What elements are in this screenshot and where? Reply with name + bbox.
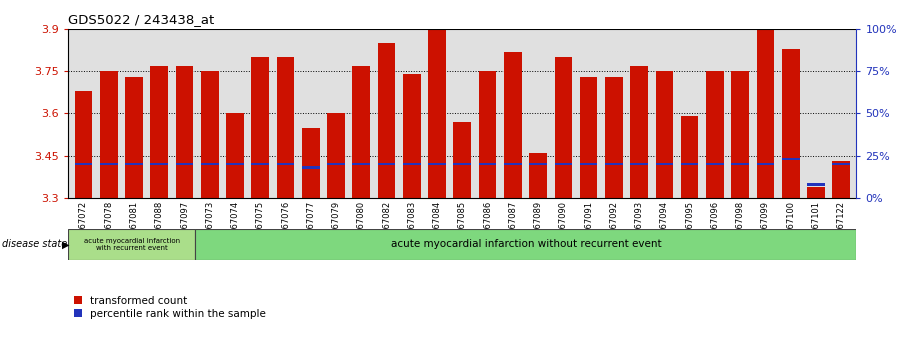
Bar: [807, 187, 824, 198]
Bar: [807, 183, 824, 186]
Bar: [454, 122, 471, 198]
Bar: [681, 163, 699, 166]
Text: GDS5022 / 243438_at: GDS5022 / 243438_at: [68, 13, 215, 26]
Bar: [327, 113, 345, 198]
Bar: [579, 163, 598, 166]
Bar: [706, 163, 723, 166]
Legend: transformed count, percentile rank within the sample: transformed count, percentile rank withi…: [74, 295, 266, 319]
Bar: [732, 71, 749, 198]
Bar: [579, 77, 598, 198]
Bar: [479, 71, 496, 198]
Bar: [75, 91, 92, 198]
Bar: [125, 163, 143, 166]
Bar: [378, 43, 395, 198]
Bar: [756, 163, 774, 166]
Bar: [833, 161, 850, 198]
Bar: [706, 71, 723, 198]
Bar: [226, 163, 244, 166]
Bar: [226, 113, 244, 198]
Bar: [277, 163, 294, 166]
Bar: [833, 163, 850, 166]
Bar: [782, 158, 800, 160]
Bar: [100, 163, 118, 166]
Bar: [68, 229, 196, 260]
Bar: [504, 52, 522, 198]
Bar: [353, 66, 370, 198]
Bar: [605, 77, 623, 198]
Bar: [100, 71, 118, 198]
Bar: [756, 29, 774, 198]
Bar: [176, 163, 193, 166]
Bar: [529, 163, 547, 166]
Bar: [479, 163, 496, 166]
Bar: [504, 163, 522, 166]
Bar: [277, 57, 294, 198]
Bar: [302, 166, 320, 169]
Bar: [656, 71, 673, 198]
Bar: [150, 163, 169, 166]
Bar: [327, 163, 345, 166]
Bar: [555, 57, 572, 198]
Bar: [732, 163, 749, 166]
Bar: [630, 163, 648, 166]
Bar: [201, 71, 219, 198]
Bar: [555, 163, 572, 166]
Text: disease state: disease state: [2, 239, 67, 249]
Bar: [150, 66, 169, 198]
Bar: [75, 163, 92, 166]
Bar: [196, 229, 856, 260]
Bar: [251, 163, 269, 166]
Bar: [251, 57, 269, 198]
Bar: [681, 116, 699, 198]
Bar: [656, 163, 673, 166]
Bar: [403, 74, 421, 198]
Bar: [782, 49, 800, 198]
Bar: [529, 153, 547, 198]
Text: acute myocardial infarction
with recurrent event: acute myocardial infarction with recurre…: [84, 238, 180, 250]
Bar: [176, 66, 193, 198]
Bar: [454, 163, 471, 166]
Bar: [428, 163, 445, 166]
Bar: [378, 163, 395, 166]
Bar: [125, 77, 143, 198]
Bar: [428, 29, 445, 198]
Text: ▶: ▶: [62, 239, 69, 249]
Bar: [403, 163, 421, 166]
Bar: [201, 163, 219, 166]
Bar: [302, 127, 320, 198]
Bar: [605, 163, 623, 166]
Text: acute myocardial infarction without recurrent event: acute myocardial infarction without recu…: [391, 239, 661, 249]
Bar: [353, 163, 370, 166]
Bar: [630, 66, 648, 198]
